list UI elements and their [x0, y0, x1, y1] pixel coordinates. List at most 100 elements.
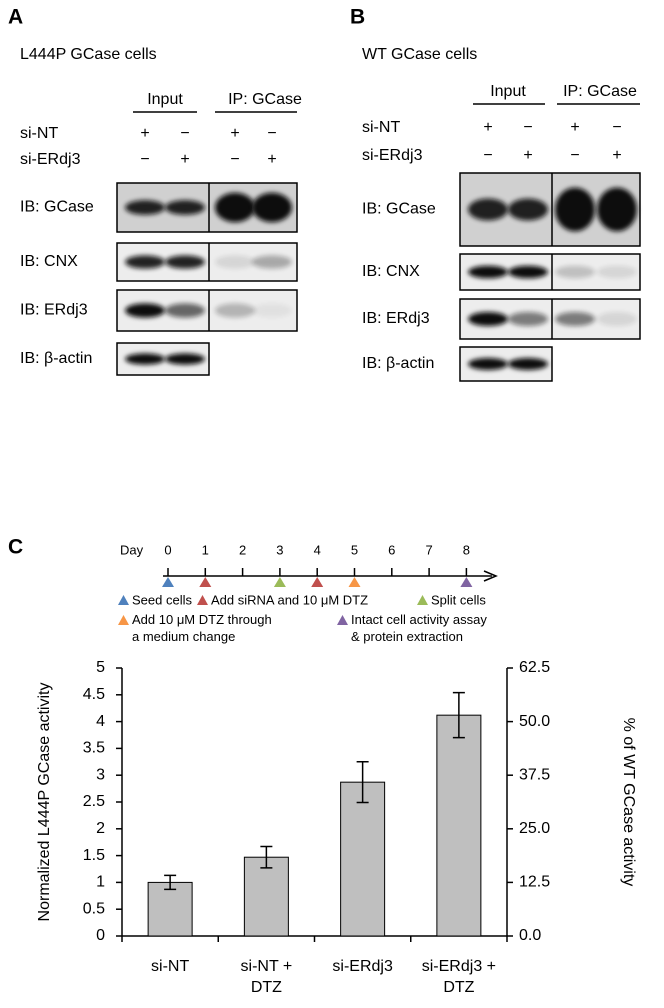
sign: −: [140, 151, 149, 168]
bar: [147, 881, 193, 937]
band: [468, 198, 508, 221]
panel-title: WT GCase cells: [362, 46, 477, 63]
column-header: Input: [147, 91, 183, 108]
band: [165, 303, 205, 318]
day-label: 8: [463, 542, 470, 557]
band: [597, 187, 637, 232]
y-tick-label: 0.5: [83, 900, 105, 917]
band: [165, 200, 205, 215]
band: [508, 312, 548, 326]
timeline-marker: [162, 577, 174, 587]
band: [125, 353, 165, 365]
band: [508, 198, 548, 221]
band: [215, 303, 255, 318]
band: [252, 255, 292, 269]
panel-label: B: [350, 6, 365, 29]
timeline-marker: [199, 577, 212, 587]
blot-label: IB: GCase: [362, 201, 436, 218]
y-tick-label: 1: [96, 874, 105, 891]
timeline-marker: [273, 577, 286, 587]
bar: [243, 856, 289, 937]
day-label: 7: [425, 542, 432, 557]
sign: −: [570, 147, 579, 164]
band: [508, 358, 548, 370]
band: [597, 312, 637, 326]
sign: +: [140, 125, 149, 142]
legend-text: Add siRNA and 10 μM DTZ: [211, 592, 368, 607]
y-tick-label: 1.5: [83, 847, 105, 864]
band: [125, 303, 165, 318]
column-header: IP: GCase: [228, 91, 302, 108]
x-tick-label: si-ERdj3: [332, 958, 393, 975]
day-label: 3: [276, 542, 283, 557]
error-bar: [452, 691, 465, 739]
y2-tick-label: 12.5: [519, 874, 550, 891]
error-bar: [164, 874, 177, 891]
row-label: si-NT: [362, 119, 400, 136]
timeline-marker: [460, 577, 473, 587]
sign: +: [612, 147, 621, 164]
day-label: 6: [388, 542, 395, 557]
x-tick-label: si-NT: [151, 958, 189, 975]
sign: +: [230, 125, 239, 142]
sign: +: [180, 151, 189, 168]
error-bar: [356, 761, 369, 804]
legend-marker: [118, 615, 129, 625]
sign: −: [230, 151, 239, 168]
timeline-marker: [348, 577, 361, 587]
y2-tick-label: 62.5: [519, 659, 550, 676]
sign: +: [570, 119, 579, 136]
y-tick-label: 0: [96, 927, 105, 944]
band: [215, 192, 255, 223]
row-label: si-NT: [20, 125, 58, 142]
legend-marker: [337, 615, 348, 625]
band: [468, 265, 508, 279]
legend-text: Split cells: [431, 592, 486, 607]
y2-axis-label: % of WT GCase activity: [620, 718, 637, 887]
x-tick-label: si-NT + DTZ: [241, 958, 293, 996]
band: [468, 358, 508, 370]
band: [125, 255, 165, 269]
legend-text: Add 10 μM DTZ through a medium change: [132, 612, 272, 644]
y2-tick-label: 25.0: [519, 820, 550, 837]
band: [252, 303, 292, 318]
day-label: 4: [314, 542, 321, 557]
timeline-title: Day: [120, 542, 144, 557]
band: [597, 265, 637, 279]
band: [508, 265, 548, 279]
timeline-arrow: [483, 570, 498, 582]
y-tick-label: 4.5: [83, 686, 105, 703]
sign: −: [483, 147, 492, 164]
band: [215, 255, 255, 269]
blot-label: IB: ERdj3: [362, 310, 430, 327]
blot-label: IB: β-actin: [20, 350, 92, 367]
band: [252, 192, 292, 223]
sign: −: [267, 125, 276, 142]
timeline-marker: [311, 577, 324, 587]
blot-label: IB: ERdj3: [20, 302, 88, 319]
blot-label: IB: β-actin: [362, 355, 434, 372]
sign: +: [267, 151, 276, 168]
y-tick-label: 3.5: [83, 740, 105, 757]
y-tick-label: 4: [96, 713, 105, 730]
y-tick-label: 2: [96, 820, 105, 837]
error-bar: [260, 845, 273, 869]
band: [125, 200, 165, 215]
y-tick-label: 5: [96, 659, 105, 676]
y-tick-label: 2.5: [83, 793, 105, 810]
day-label: 0: [164, 542, 171, 557]
panel-label: A: [8, 6, 23, 29]
blot-label: IB: CNX: [362, 263, 420, 280]
bar: [340, 781, 386, 937]
y-axis-label: Normalized L444P GCase activity: [36, 683, 53, 922]
blot-label: IB: GCase: [20, 199, 94, 216]
panel-label: C: [8, 536, 23, 559]
y-tick-label: 3: [96, 766, 105, 783]
band: [555, 265, 595, 279]
column-header: Input: [490, 83, 526, 100]
sign: +: [483, 119, 492, 136]
day-label: 2: [239, 542, 246, 557]
legend-marker: [118, 595, 129, 605]
x-tick-label: si-ERdj3 + DTZ: [422, 958, 496, 996]
